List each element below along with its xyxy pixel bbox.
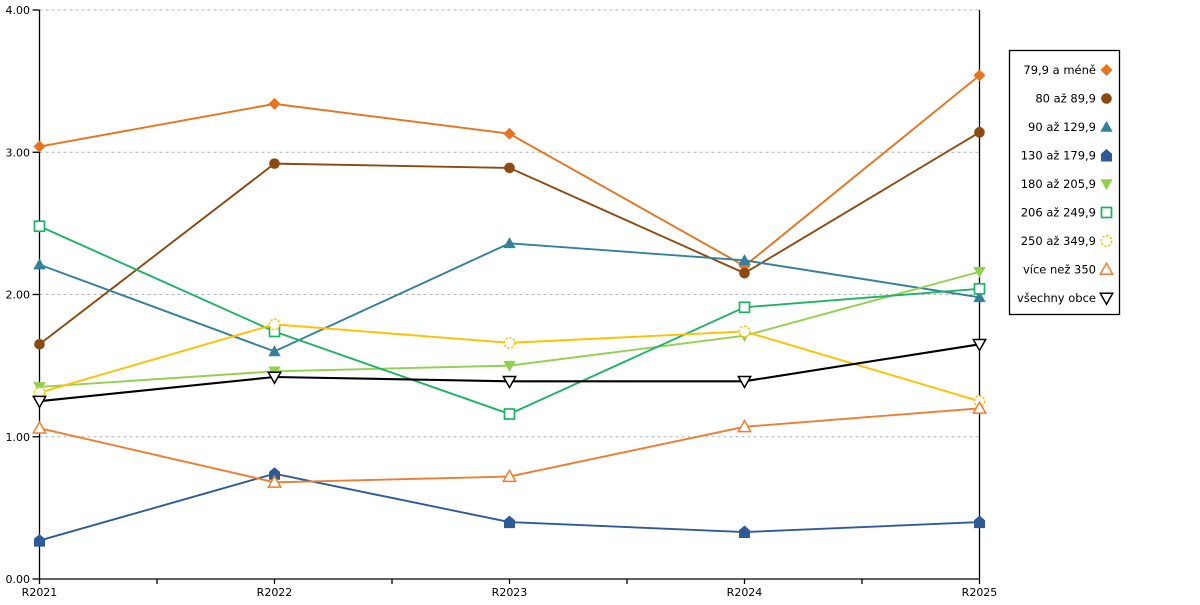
series-line-90-a-129-9 bbox=[39, 242, 980, 353]
legend-item-206-a-249-9: 206 až 249,9 bbox=[1021, 206, 1113, 220]
triangle-up-marker bbox=[32, 420, 47, 434]
legend-label: 80 až 89,9 bbox=[1035, 92, 1096, 106]
square-marker bbox=[973, 282, 986, 295]
legend-item-v-echny-obce: všechny obce bbox=[1017, 291, 1114, 306]
y-tick-label: 2.00 bbox=[6, 289, 31, 302]
x-tick-label: R2024 bbox=[727, 586, 763, 599]
y-tick-label: 4.00 bbox=[6, 4, 31, 17]
legend-label: 90 až 129,9 bbox=[1028, 120, 1096, 134]
legend-item-180-a-205-9: 180 až 205,9 bbox=[1021, 177, 1113, 191]
x-tick-label: R2022 bbox=[257, 586, 293, 599]
series-130-a-179-9 bbox=[34, 467, 985, 547]
legend-item-v-ce-ne-350: více než 350 bbox=[1023, 261, 1114, 277]
legend-circle-icon bbox=[1100, 235, 1113, 247]
y-tick-label: 0.00 bbox=[6, 573, 31, 586]
circle-marker bbox=[33, 386, 46, 399]
legend-triangle-down-icon bbox=[1099, 292, 1114, 306]
legend-label: 180 až 205,9 bbox=[1021, 177, 1096, 191]
legend-label: 130 až 179,9 bbox=[1021, 149, 1096, 163]
x-tick-label: R2025 bbox=[962, 586, 998, 599]
circle-marker bbox=[34, 338, 45, 350]
triangle-up-marker bbox=[267, 474, 282, 488]
circle-marker bbox=[503, 336, 516, 349]
diamond-marker bbox=[973, 69, 986, 82]
legend-label: 250 až 349,9 bbox=[1021, 234, 1096, 248]
legend-item-79-9-a-m-n: 79,9 a méně bbox=[1023, 63, 1113, 77]
pentagon-marker bbox=[739, 525, 750, 539]
x-tick-label: R2023 bbox=[492, 586, 528, 599]
circle-marker bbox=[268, 318, 281, 331]
series-v-echny-obce bbox=[32, 338, 987, 409]
triangle-down-marker bbox=[502, 375, 517, 389]
series-line-130-a-179-9 bbox=[39, 472, 980, 542]
pentagon-marker bbox=[34, 534, 45, 547]
square-marker bbox=[503, 408, 516, 420]
circle-marker bbox=[504, 162, 515, 174]
series-206-a-249-9 bbox=[33, 220, 986, 420]
triangle-down-marker bbox=[973, 266, 986, 278]
legend-item-130-a-179-9: 130 až 179,9 bbox=[1021, 149, 1112, 163]
pentagon-marker bbox=[504, 515, 515, 529]
legend-box bbox=[1008, 49, 1121, 316]
circle-marker bbox=[269, 158, 280, 169]
pentagon-marker bbox=[974, 515, 985, 529]
triangle-down-marker bbox=[267, 371, 282, 385]
legend-triangle-down-icon bbox=[1100, 179, 1113, 191]
triangle-down-marker bbox=[737, 375, 752, 389]
diamond-marker bbox=[268, 97, 281, 110]
legend-circle-icon bbox=[1101, 93, 1112, 104]
legend-label: 206 až 249,9 bbox=[1021, 206, 1096, 220]
legend-item-90-a-129-9: 90 až 129,9 bbox=[1028, 120, 1113, 134]
series-v-ce-ne-350 bbox=[32, 400, 987, 488]
series-180-a-205-9 bbox=[33, 266, 986, 394]
triangle-up-marker bbox=[738, 254, 751, 266]
series-250-a-349-9 bbox=[33, 318, 986, 408]
square-marker bbox=[738, 301, 751, 314]
triangle-up-marker bbox=[737, 419, 752, 433]
legend-triangle-up-icon bbox=[1099, 261, 1114, 276]
series-80-a-89-9 bbox=[34, 127, 985, 350]
triangle-up-marker bbox=[973, 291, 986, 303]
legend-label: 79,9 a méně bbox=[1023, 63, 1096, 77]
triangle-up-marker bbox=[33, 258, 46, 270]
series-90-a-129-9 bbox=[33, 237, 986, 357]
triangle-up-marker bbox=[503, 237, 516, 249]
diamond-marker bbox=[503, 127, 516, 140]
series-line-v-echny-obce bbox=[39, 343, 980, 403]
legend-square-icon bbox=[1100, 206, 1113, 219]
triangle-down-marker bbox=[972, 338, 987, 353]
square-marker bbox=[33, 220, 46, 233]
legend-triangle-up-icon bbox=[1100, 120, 1113, 132]
x-tick-label: R2021 bbox=[22, 586, 58, 599]
legend-item-80-a-89-9: 80 až 89,9 bbox=[1035, 92, 1112, 106]
legend-label: více než 350 bbox=[1023, 263, 1096, 277]
legend-pentagon-icon bbox=[1101, 149, 1112, 162]
triangle-up-marker bbox=[268, 345, 281, 357]
legend-label: všechny obce bbox=[1017, 291, 1096, 305]
diamond-marker bbox=[33, 140, 46, 153]
triangle-down-marker bbox=[32, 395, 47, 409]
circle-marker bbox=[974, 127, 985, 138]
circle-marker bbox=[738, 325, 751, 338]
circle-marker bbox=[739, 267, 750, 279]
triangle-up-marker bbox=[502, 468, 517, 483]
pentagon-marker bbox=[269, 467, 280, 480]
triangle-down-marker bbox=[503, 360, 516, 372]
triangle-up-marker bbox=[972, 400, 987, 414]
legend-diamond-icon bbox=[1100, 64, 1113, 76]
legend-item-250-a-349-9: 250 až 349,9 bbox=[1021, 234, 1113, 248]
y-tick-label: 1.00 bbox=[6, 431, 31, 444]
chart-legend: 79,9 a méně 80 až 89,9 90 až 129,9 130 až 1… bbox=[1008, 49, 1121, 316]
y-tick-label: 3.00 bbox=[6, 146, 31, 159]
